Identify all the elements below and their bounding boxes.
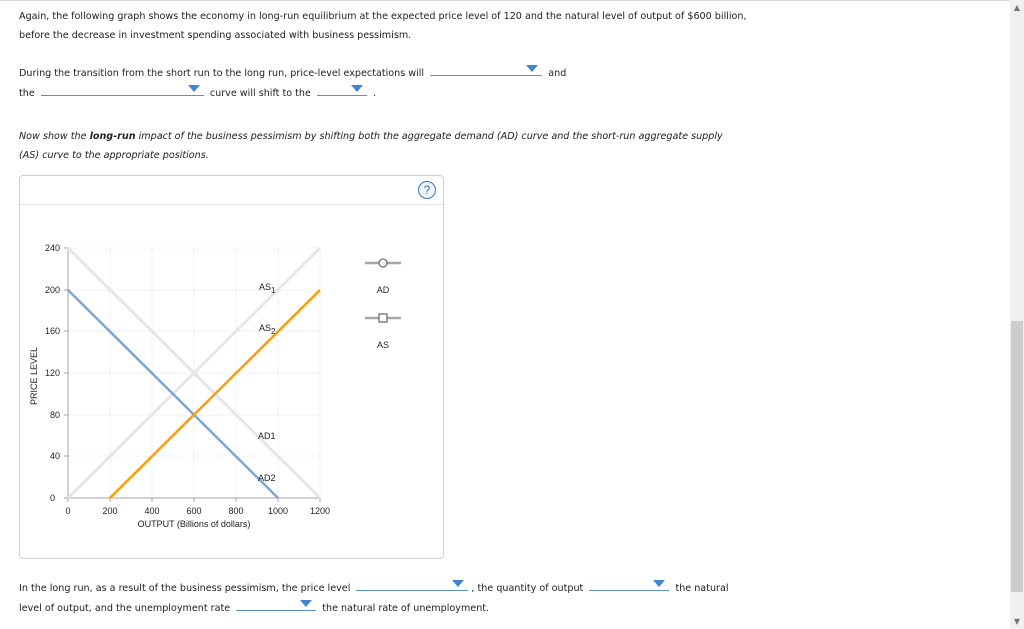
- legend-as-label: AS: [377, 340, 389, 350]
- scroll-up-icon[interactable]: ▲: [1013, 3, 1021, 12]
- as-legend-handle-icon[interactable]: [378, 313, 388, 323]
- svg-text:40: 40: [50, 451, 60, 461]
- svg-text:0: 0: [50, 493, 55, 503]
- x-tick-labels: 0 200 400 600 800 1000 1200: [65, 506, 330, 516]
- ad-legend-handle-icon[interactable]: [378, 258, 388, 268]
- q2-text-1: In the long run, as a result of the busi…: [19, 583, 351, 594]
- instruction-text: Now show the long-run impact of the busi…: [19, 127, 723, 165]
- scrollbar-thumb[interactable]: [1011, 321, 1023, 592]
- dropdown-arrow-icon: [187, 85, 200, 92]
- curve-labels: AS1 AS2 AD1 AD2: [258, 282, 276, 483]
- q1-text-5: .: [373, 88, 377, 99]
- svg-text:200: 200: [45, 285, 60, 295]
- intro-line-1: Again, the following graph shows the eco…: [19, 11, 747, 22]
- as2-curve[interactable]: [109, 289, 321, 499]
- quantity-output-dropdown[interactable]: [589, 578, 670, 591]
- q2-text-2: , the quantity of output: [471, 583, 584, 594]
- panel-divider: [20, 204, 443, 205]
- instruction-pre: Now show the: [19, 131, 90, 142]
- q2-text-5: the natural rate of unemployment.: [322, 603, 490, 614]
- svg-text:0: 0: [65, 506, 70, 516]
- q2-text-4: level of output, and the unemployment ra…: [19, 603, 231, 614]
- svg-text:120: 120: [45, 368, 60, 378]
- instruction-line-2: (AS) curve to the appropriate positions.: [19, 150, 209, 161]
- legend-ad-label: AD: [377, 285, 390, 295]
- svg-text:800: 800: [228, 506, 243, 516]
- svg-text:240: 240: [45, 243, 60, 253]
- question-1: During the transition from the short run…: [19, 63, 566, 103]
- top-border: [0, 0, 1010, 1]
- x-axis-label: OUTPUT (Billions of dollars): [138, 519, 251, 529]
- dropdown-arrow-icon: [300, 600, 313, 607]
- curve-dropdown[interactable]: [40, 83, 204, 96]
- scroll-down-icon[interactable]: ▼: [1013, 617, 1021, 626]
- q1-text-4: curve will shift to the: [209, 88, 311, 99]
- vertical-scrollbar[interactable]: ▲ ▼: [1010, 0, 1024, 629]
- svg-text:80: 80: [50, 410, 60, 420]
- ad2-label: AD2: [258, 473, 276, 483]
- intro-text: Again, the following graph shows the eco…: [19, 7, 747, 45]
- q2-text-3: the natural: [675, 583, 729, 594]
- svg-text:600: 600: [186, 506, 201, 516]
- direction-dropdown[interactable]: [316, 83, 367, 96]
- ad1-label: AD1: [258, 431, 276, 441]
- as1-curve: [66, 246, 322, 500]
- as1-label: AS1: [259, 282, 276, 295]
- svg-text:400: 400: [144, 506, 159, 516]
- help-icon[interactable]: ?: [418, 181, 436, 199]
- ad2-curve[interactable]: [67, 289, 279, 499]
- y-axis-label: PRICE LEVEL: [29, 347, 39, 405]
- question-2: In the long run, as a result of the busi…: [19, 578, 729, 618]
- dropdown-arrow-icon: [526, 65, 539, 72]
- q1-text-2: and: [548, 68, 567, 79]
- dropdown-arrow-icon: [350, 85, 363, 92]
- intro-line-2: before the decrease in investment spendi…: [19, 30, 412, 41]
- dropdown-arrow-icon: [653, 580, 666, 587]
- price-level-dropdown[interactable]: [356, 578, 469, 591]
- instruction-bold: long-run: [89, 131, 136, 142]
- as2-label: AS2: [259, 323, 276, 336]
- svg-text:1000: 1000: [268, 506, 288, 516]
- dropdown-arrow-icon: [452, 580, 465, 587]
- y-tick-labels: 240 200 160 120 80 40 0: [45, 243, 60, 503]
- q1-text-3: the: [19, 88, 35, 99]
- svg-text:1200: 1200: [310, 506, 330, 516]
- svg-text:160: 160: [45, 326, 60, 336]
- instruction-post: impact of the business pessimism by shif…: [135, 131, 723, 142]
- graph-panel: ?: [19, 175, 444, 559]
- unemployment-dropdown[interactable]: [236, 598, 317, 611]
- legend: AD AS: [365, 258, 401, 350]
- expectations-dropdown[interactable]: [430, 63, 543, 76]
- svg-text:200: 200: [102, 506, 117, 516]
- q1-text-1: During the transition from the short run…: [19, 68, 425, 79]
